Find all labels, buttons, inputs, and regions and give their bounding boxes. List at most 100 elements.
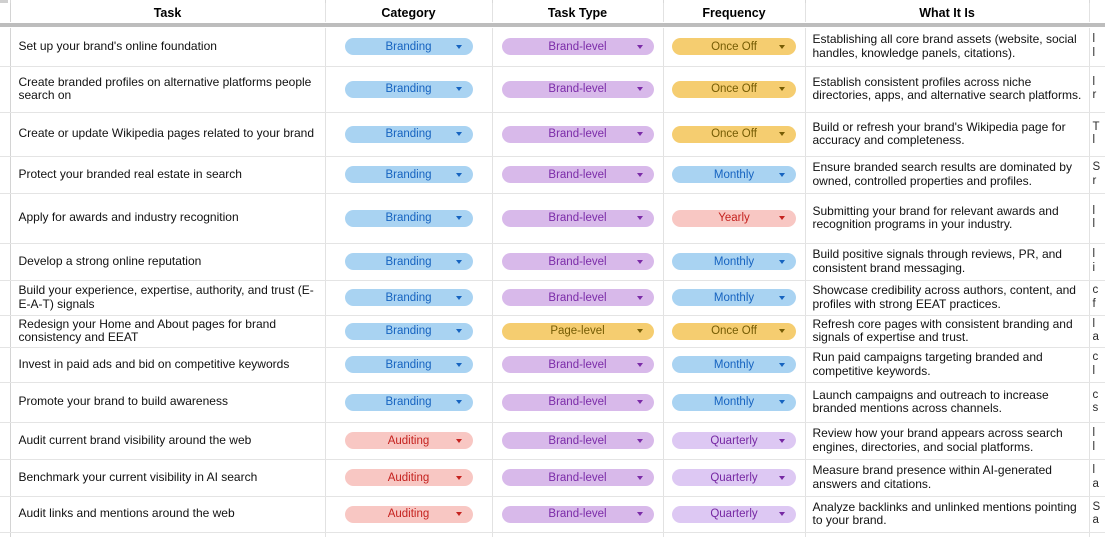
frequency-cell[interactable]: Once Off (663, 28, 806, 67)
category-dropdown[interactable]: Branding (344, 125, 473, 143)
frequency-cell[interactable]: Quarterly (663, 422, 806, 460)
category-cell[interactable]: Branding (325, 28, 493, 67)
category-dropdown[interactable]: Branding (344, 393, 473, 411)
frozen-row-divider[interactable] (0, 22, 1105, 28)
category-dropdown[interactable]: Branding (344, 209, 473, 227)
what-it-is-cell[interactable]: Showcase credibility across authors, con… (805, 280, 1090, 316)
what-it-is-cell[interactable]: Review how your brand appears across sea… (805, 422, 1090, 460)
category-cell[interactable]: Branding (325, 112, 493, 157)
frequency-dropdown[interactable]: Quarterly (672, 469, 796, 486)
what-it-is-cell[interactable]: Run paid campaigns targeting branded and… (805, 347, 1090, 383)
frequency-cell[interactable]: Monthly (663, 243, 806, 281)
category-dropdown[interactable]: Auditing (344, 505, 473, 523)
frequency-dropdown[interactable]: Yearly (672, 209, 796, 227)
task-cell[interactable]: Audit current brand visibility around th… (10, 422, 326, 460)
frequency-dropdown[interactable]: Monthly (672, 289, 796, 306)
frequency-cell[interactable]: Quarterly (663, 496, 806, 533)
category-cell[interactable]: Branding (325, 280, 493, 316)
category-dropdown[interactable]: Branding (344, 289, 473, 306)
task-type-cell[interactable]: Brand-level (492, 66, 664, 113)
frequency-dropdown[interactable]: Monthly (672, 393, 796, 411)
what-it-is-cell[interactable]: Analyze backlinks and unlinked mentions … (805, 496, 1090, 533)
task-type-dropdown[interactable]: Brand-level (501, 253, 654, 270)
category-cell[interactable]: Branding (325, 193, 493, 244)
what-it-is-cell[interactable]: Ensure branded search results are domina… (805, 156, 1090, 194)
category-cell[interactable]: Branding (325, 347, 493, 383)
what-it-is-cell[interactable]: Submitting your brand for relevant award… (805, 193, 1090, 244)
what-it-is-cell[interactable]: Measure brand presence within AI-generat… (805, 459, 1090, 497)
frequency-dropdown[interactable]: Monthly (672, 253, 796, 270)
task-type-cell[interactable]: Page-level (492, 315, 664, 348)
category-cell[interactable]: Branding (325, 243, 493, 281)
frequency-cell[interactable]: Quarterly (663, 459, 806, 497)
task-type-dropdown[interactable]: Brand-level (501, 289, 654, 306)
category-dropdown[interactable]: Branding (344, 166, 473, 183)
frequency-dropdown[interactable]: Once Off (672, 80, 796, 98)
task-type-cell[interactable]: Brand-level (492, 193, 664, 244)
frequency-cell[interactable]: Monthly (663, 347, 806, 383)
task-type-dropdown[interactable]: Brand-level (501, 209, 654, 227)
task-cell[interactable]: Build your experience, expertise, author… (10, 280, 326, 316)
task-cell[interactable]: Develop a strong online reputation (10, 243, 326, 281)
frequency-dropdown[interactable]: Monthly (672, 356, 796, 373)
category-dropdown[interactable]: Branding (344, 38, 473, 56)
task-cell[interactable]: Apply for awards and industry recognitio… (10, 193, 326, 244)
task-cell[interactable]: Set up your brand's online foundation (10, 28, 326, 67)
frequency-dropdown[interactable]: Quarterly (672, 505, 796, 523)
category-cell[interactable]: Branding (325, 66, 493, 113)
task-type-cell[interactable]: Brand-level (492, 156, 664, 194)
task-type-dropdown[interactable]: Brand-level (501, 505, 654, 523)
frequency-dropdown[interactable]: Once Off (672, 125, 796, 143)
category-cell[interactable]: Auditing (325, 459, 493, 497)
task-type-cell[interactable]: Brand-level (492, 28, 664, 67)
task-type-cell[interactable]: Brand-level (492, 459, 664, 497)
frequency-dropdown[interactable]: Quarterly (672, 432, 796, 449)
frequency-cell[interactable]: Monthly (663, 156, 806, 194)
task-type-dropdown[interactable]: Brand-level (501, 166, 654, 183)
task-cell[interactable]: Protect your branded real estate in sear… (10, 156, 326, 194)
frequency-dropdown[interactable]: Once Off (672, 322, 796, 340)
frequency-cell[interactable]: Once Off (663, 315, 806, 348)
frequency-dropdown[interactable]: Once Off (672, 38, 796, 56)
task-type-cell[interactable]: Brand-level (492, 112, 664, 157)
task-type-dropdown[interactable]: Brand-level (501, 356, 654, 373)
category-cell[interactable]: Auditing (325, 422, 493, 460)
col-header-frequency[interactable]: Frequency (663, 3, 806, 22)
task-type-cell[interactable]: Brand-level (492, 347, 664, 383)
task-cell[interactable]: Promote your brand to build awareness (10, 382, 326, 423)
category-dropdown[interactable]: Auditing (344, 432, 473, 449)
task-type-dropdown[interactable]: Brand-level (501, 469, 654, 486)
frequency-cell[interactable]: Once Off (663, 112, 806, 157)
col-header-what-it-is[interactable]: What It Is (805, 3, 1090, 22)
task-cell[interactable]: Redesign your Home and About pages for b… (10, 315, 326, 348)
task-type-dropdown[interactable]: Brand-level (501, 393, 654, 411)
frequency-dropdown[interactable]: Monthly (672, 166, 796, 183)
col-header-task-type[interactable]: Task Type (492, 3, 664, 22)
task-type-dropdown[interactable]: Brand-level (501, 80, 654, 98)
category-cell[interactable]: Branding (325, 156, 493, 194)
category-dropdown[interactable]: Branding (344, 356, 473, 373)
task-type-cell[interactable]: Brand-level (492, 243, 664, 281)
what-it-is-cell[interactable]: Build positive signals through reviews, … (805, 243, 1090, 281)
frequency-cell[interactable]: Monthly (663, 382, 806, 423)
what-it-is-cell[interactable]: Refresh core pages with consistent brand… (805, 315, 1090, 348)
task-cell[interactable]: Create branded profiles on alternative p… (10, 66, 326, 113)
task-cell[interactable]: Invest in paid ads and bid on competitiv… (10, 347, 326, 383)
task-type-dropdown[interactable]: Brand-level (501, 432, 654, 449)
task-type-cell[interactable]: Brand-level (492, 280, 664, 316)
category-cell[interactable]: Branding (325, 315, 493, 348)
task-cell[interactable]: Audit links and mentions around the web (10, 496, 326, 533)
task-cell[interactable]: Create or update Wikipedia pages related… (10, 112, 326, 157)
what-it-is-cell[interactable]: Build or refresh your brand's Wikipedia … (805, 112, 1090, 157)
col-header-task[interactable]: Task (10, 3, 326, 22)
what-it-is-cell[interactable]: Establish consistent profiles across nic… (805, 66, 1090, 113)
task-type-cell[interactable]: Brand-level (492, 422, 664, 460)
task-cell[interactable]: Benchmark your current visibility in AI … (10, 459, 326, 497)
task-type-dropdown[interactable]: Page-level (501, 322, 654, 340)
category-dropdown[interactable]: Auditing (344, 469, 473, 486)
task-type-cell[interactable]: Brand-level (492, 496, 664, 533)
frequency-cell[interactable]: Monthly (663, 280, 806, 316)
category-dropdown[interactable]: Branding (344, 253, 473, 270)
category-dropdown[interactable]: Branding (344, 80, 473, 98)
category-dropdown[interactable]: Branding (344, 322, 473, 340)
